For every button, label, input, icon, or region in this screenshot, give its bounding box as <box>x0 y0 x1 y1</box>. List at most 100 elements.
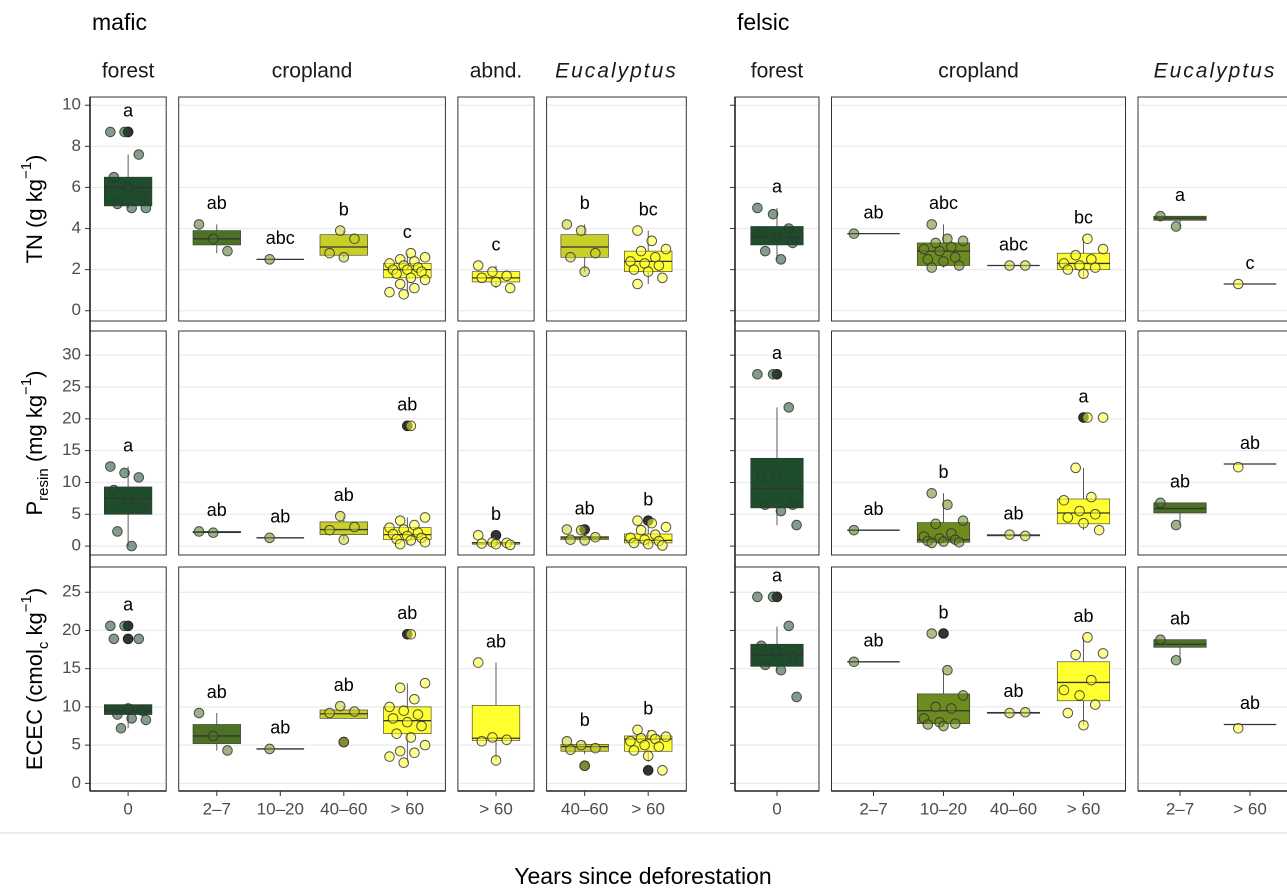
significance-letter: ab <box>1073 606 1093 626</box>
point <box>628 537 640 549</box>
y-axis-title-part: c <box>35 641 52 649</box>
panel-border <box>1137 330 1287 556</box>
point <box>1058 684 1070 696</box>
significance-letter: ab <box>207 193 227 213</box>
point <box>930 518 941 530</box>
point <box>579 535 591 546</box>
point <box>405 535 417 546</box>
point <box>119 126 130 138</box>
point <box>394 278 406 290</box>
point <box>324 524 335 536</box>
y-axis-title-part: TN (g kg <box>22 179 47 263</box>
point <box>771 646 783 658</box>
x-tick-label: 0 <box>772 799 781 818</box>
significance-letter: ab <box>397 395 417 415</box>
x-tick-label: > 60 <box>1067 799 1101 818</box>
y-tick-label: 0 <box>72 536 81 555</box>
point <box>1232 461 1244 473</box>
point <box>1078 268 1089 280</box>
point <box>1004 529 1015 540</box>
point <box>409 693 420 705</box>
point <box>1078 719 1089 731</box>
point <box>1074 505 1085 517</box>
point <box>122 182 134 193</box>
point <box>394 538 406 550</box>
panel-background <box>546 331 687 555</box>
point <box>405 732 417 743</box>
point <box>1019 706 1031 718</box>
point <box>394 515 406 526</box>
y-axis-title-part: ) <box>22 371 47 378</box>
point <box>1019 530 1031 542</box>
significance-letter: ab <box>863 631 883 651</box>
point <box>122 703 134 714</box>
point <box>632 515 643 526</box>
point <box>387 713 399 724</box>
y-tick-label: 5 <box>72 735 81 754</box>
y-tick-label: 15 <box>62 440 81 459</box>
point <box>938 536 949 547</box>
significance-letter: abc <box>999 234 1028 254</box>
significance-letter: ab <box>207 500 227 520</box>
point <box>646 517 658 529</box>
point <box>1062 264 1074 275</box>
point <box>1089 699 1101 710</box>
y-tick-label: 6 <box>72 177 81 196</box>
point <box>419 536 431 548</box>
point <box>472 260 484 271</box>
point <box>476 538 488 549</box>
point <box>922 719 934 730</box>
significance-letter: b <box>580 193 590 213</box>
point <box>349 706 360 717</box>
point <box>338 534 350 546</box>
point <box>1170 221 1182 232</box>
point <box>918 243 930 255</box>
point <box>759 659 771 671</box>
point <box>119 467 130 479</box>
significance-letter: a <box>123 435 134 455</box>
point <box>957 515 969 526</box>
panel-border <box>457 96 535 322</box>
panel-background <box>178 567 446 791</box>
point <box>1070 649 1081 661</box>
panel-border <box>546 96 687 322</box>
x-tick-label: 0 <box>123 799 132 818</box>
point <box>126 713 137 724</box>
point <box>193 707 205 719</box>
point <box>419 677 431 689</box>
point <box>108 171 120 183</box>
point <box>1019 260 1031 271</box>
box <box>750 457 804 509</box>
significance-letter: bc <box>1074 208 1093 228</box>
significance-letter: ab <box>1003 681 1023 701</box>
point <box>628 745 640 756</box>
point <box>783 402 795 413</box>
point <box>642 750 654 762</box>
point <box>490 276 502 288</box>
point <box>222 245 233 257</box>
significance-letter: bc <box>639 199 658 219</box>
significance-letter: ab <box>486 631 506 651</box>
panel-background <box>546 97 687 321</box>
point <box>334 510 346 522</box>
point <box>122 494 134 505</box>
point <box>334 225 346 236</box>
point <box>1074 690 1085 701</box>
panel-border <box>831 96 1126 322</box>
point <box>222 745 233 756</box>
point <box>207 233 219 245</box>
point <box>1082 412 1093 423</box>
point <box>957 690 969 701</box>
significance-letter: b <box>938 462 948 482</box>
point <box>324 707 335 719</box>
significance-letter: ab <box>270 718 290 738</box>
significance-letter: ab <box>863 202 883 222</box>
point <box>783 223 795 234</box>
point <box>767 208 779 220</box>
x-axis-title: Years since deforestation <box>514 863 771 889</box>
y-tick-label: 0 <box>72 773 81 792</box>
point <box>349 521 360 533</box>
point <box>1086 674 1097 686</box>
point <box>133 472 145 483</box>
point <box>490 538 502 550</box>
